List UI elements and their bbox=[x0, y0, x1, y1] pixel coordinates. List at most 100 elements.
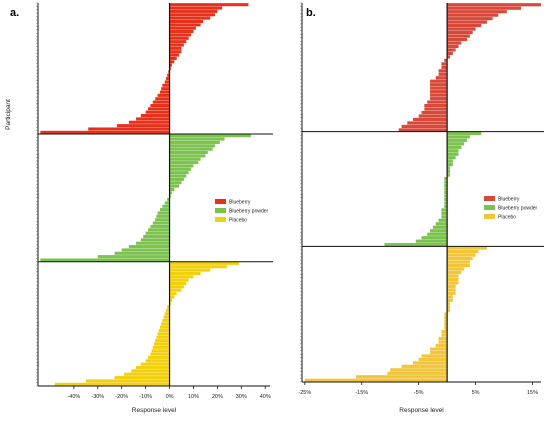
bar bbox=[159, 90, 170, 94]
x-tick-label: -30% bbox=[91, 394, 104, 400]
bar bbox=[148, 228, 170, 232]
bar bbox=[430, 79, 448, 83]
bar bbox=[140, 362, 170, 366]
bar bbox=[155, 97, 170, 101]
bar bbox=[169, 19, 204, 24]
bar bbox=[169, 288, 182, 292]
bar bbox=[167, 73, 170, 77]
bar bbox=[169, 56, 177, 60]
bar bbox=[169, 174, 187, 178]
bar bbox=[427, 100, 448, 104]
bar bbox=[116, 124, 170, 128]
bar bbox=[447, 142, 465, 146]
bar bbox=[430, 350, 448, 355]
bar bbox=[424, 103, 448, 108]
x-tick-label: 0% bbox=[166, 394, 174, 400]
bar bbox=[169, 137, 225, 141]
bar bbox=[124, 372, 170, 376]
bar bbox=[169, 147, 213, 151]
bar bbox=[169, 171, 189, 175]
bar bbox=[157, 93, 170, 97]
bar bbox=[447, 37, 468, 42]
bar bbox=[154, 342, 170, 346]
bar bbox=[435, 343, 448, 348]
bar bbox=[169, 144, 215, 148]
bar bbox=[444, 183, 448, 188]
bar bbox=[152, 221, 170, 225]
bar bbox=[169, 271, 201, 275]
bar bbox=[441, 333, 448, 337]
bar bbox=[444, 180, 448, 184]
bar bbox=[447, 270, 462, 275]
bar bbox=[169, 177, 184, 181]
bar bbox=[169, 13, 215, 17]
x-tick-label: 20% bbox=[212, 394, 223, 400]
bar bbox=[304, 378, 448, 382]
bar bbox=[421, 236, 448, 240]
bar bbox=[169, 302, 171, 306]
bar bbox=[169, 167, 192, 171]
bar bbox=[169, 36, 189, 40]
bar bbox=[169, 63, 172, 67]
x-tick-label: -40% bbox=[67, 394, 80, 400]
bar bbox=[167, 305, 170, 309]
bar bbox=[447, 51, 453, 56]
bar bbox=[447, 145, 462, 149]
bar bbox=[432, 225, 448, 229]
bar bbox=[444, 312, 448, 316]
bar bbox=[163, 315, 170, 319]
bar bbox=[447, 302, 450, 306]
bar bbox=[114, 376, 170, 380]
bar bbox=[418, 357, 448, 361]
bar bbox=[447, 30, 473, 35]
bar bbox=[161, 87, 170, 91]
bar bbox=[438, 340, 448, 344]
bar bbox=[447, 295, 453, 299]
bar bbox=[447, 298, 453, 302]
bar bbox=[444, 319, 448, 323]
x-tick-label: -25% bbox=[298, 390, 311, 396]
bar bbox=[447, 3, 541, 7]
bar bbox=[169, 275, 194, 279]
bar bbox=[421, 110, 448, 115]
bar bbox=[54, 382, 170, 386]
x-axis-title: Response level bbox=[399, 407, 444, 414]
bar bbox=[169, 30, 194, 34]
bar bbox=[145, 359, 170, 363]
bar bbox=[421, 354, 448, 358]
bar bbox=[169, 157, 201, 161]
bar bbox=[148, 355, 170, 359]
bar bbox=[150, 103, 170, 107]
legend-swatch bbox=[215, 208, 226, 213]
bar bbox=[447, 55, 450, 59]
bar bbox=[447, 156, 456, 160]
bar bbox=[164, 80, 170, 84]
bar bbox=[447, 48, 456, 52]
bar bbox=[169, 298, 172, 302]
bar bbox=[40, 130, 170, 134]
bar bbox=[97, 255, 170, 259]
bar bbox=[412, 117, 448, 122]
bar bbox=[407, 121, 448, 125]
panel-b: -25% -15% -5% 5% 15% Response level b. Blueberr… bbox=[298, 2, 544, 414]
bar bbox=[159, 208, 170, 212]
bar bbox=[444, 177, 448, 181]
bar bbox=[169, 50, 182, 54]
bar bbox=[441, 65, 448, 69]
bar bbox=[152, 345, 170, 349]
bar bbox=[447, 260, 470, 264]
bar bbox=[169, 187, 175, 191]
bar bbox=[128, 120, 170, 124]
bar bbox=[447, 305, 450, 309]
bar bbox=[156, 214, 170, 218]
bar bbox=[444, 201, 448, 205]
bar bbox=[447, 13, 499, 17]
x-tick-label: 15% bbox=[527, 390, 538, 396]
bar bbox=[40, 258, 170, 262]
bar bbox=[387, 371, 448, 375]
x-tick-label: 5% bbox=[472, 390, 480, 396]
bar bbox=[401, 124, 448, 129]
bar bbox=[447, 277, 459, 282]
bar bbox=[447, 288, 456, 292]
